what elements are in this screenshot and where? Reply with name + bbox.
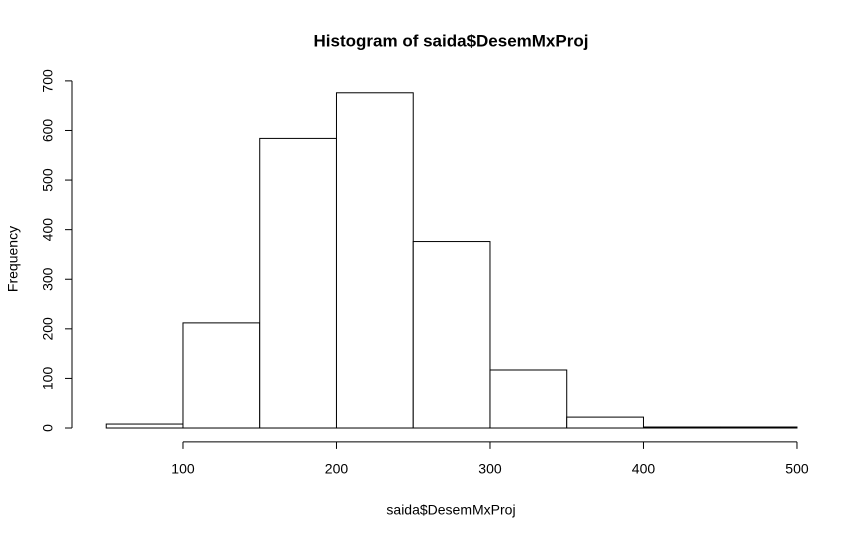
bar bbox=[335, 92, 414, 429]
bar bbox=[182, 322, 261, 429]
bar bbox=[642, 426, 721, 429]
bar bbox=[719, 426, 798, 429]
x-axis-label: saida$DesemMxProj bbox=[386, 502, 515, 518]
bar bbox=[566, 416, 644, 429]
y-tick-label: 200 bbox=[40, 317, 56, 341]
y-tick-label: 500 bbox=[40, 168, 56, 192]
bar bbox=[489, 369, 568, 429]
chart-title: Histogram of saida$DesemMxProj bbox=[314, 31, 589, 50]
y-tick-label: 100 bbox=[40, 367, 56, 391]
bar bbox=[412, 241, 491, 429]
x-tick-label: 300 bbox=[478, 461, 502, 477]
y-tick-label: 300 bbox=[40, 267, 56, 291]
y-axis-label: Frequency bbox=[5, 226, 21, 292]
y-tick-label: 400 bbox=[40, 218, 56, 242]
x-tick-label: 200 bbox=[325, 461, 349, 477]
y-tick-label: 600 bbox=[40, 119, 56, 143]
bar bbox=[105, 423, 184, 429]
y-tick-label: 0 bbox=[40, 424, 56, 432]
x-tick-label: 100 bbox=[171, 461, 195, 477]
x-tick-label: 500 bbox=[785, 461, 809, 477]
y-tick-label: 700 bbox=[40, 69, 56, 93]
bar bbox=[259, 137, 337, 429]
x-tick-label: 400 bbox=[632, 461, 656, 477]
